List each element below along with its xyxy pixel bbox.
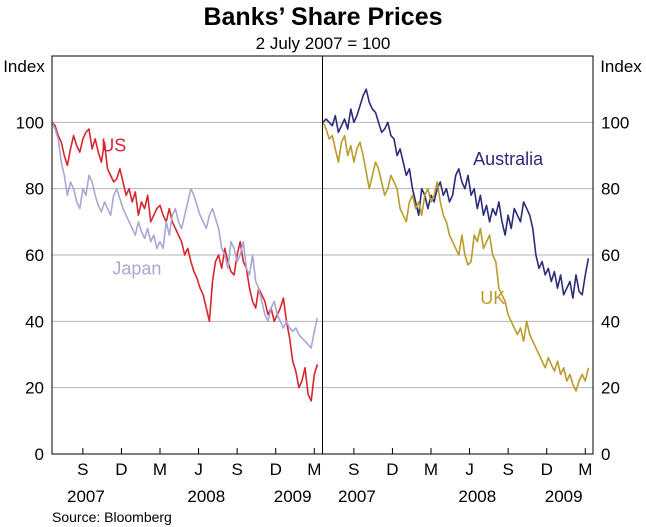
left-month-tick-label: S [77, 460, 88, 479]
right-month-tick-label: S [348, 460, 359, 479]
right-month-tick-label: D [541, 460, 553, 479]
right-month-tick-label: S [502, 460, 513, 479]
right-y-tick-label: 100 [601, 113, 629, 132]
series-label-uk: UK [480, 288, 505, 308]
right-y-tick-label: 0 [601, 445, 610, 464]
left-month-tick-label: M [307, 460, 321, 479]
left-month-tick-label: D [270, 460, 282, 479]
left-y-tick-label: 40 [25, 312, 44, 331]
right-year-label: 2008 [458, 487, 496, 506]
left-year-label: 2007 [67, 487, 105, 506]
left-year-label: 2008 [187, 487, 225, 506]
left-axis-unit-label: Index [3, 57, 45, 76]
right-month-tick-label: M [578, 460, 592, 479]
left-y-tick-label: 20 [25, 379, 44, 398]
left-y-tick-label: 100 [16, 113, 44, 132]
series-label-japan: Japan [112, 258, 161, 278]
right-series [322, 88, 590, 392]
left-month-tick-label: J [194, 460, 203, 479]
right-grid [323, 121, 593, 454]
right-y-tick-label: 20 [601, 379, 620, 398]
right-month-tick-label: J [465, 460, 474, 479]
right-axis-unit-label: Index [600, 57, 642, 76]
series-label-australia: Australia [473, 149, 544, 169]
left-grid [52, 121, 322, 454]
right-year-label: 2007 [338, 487, 376, 506]
left-y-tick-label: 60 [25, 246, 44, 265]
right-y-tick-label: 60 [601, 246, 620, 265]
right-month-tick-label: D [386, 460, 398, 479]
series-line-uk [322, 121, 590, 392]
left-y-tick-label: 0 [35, 445, 44, 464]
right-month-tick-label: M [424, 460, 438, 479]
y-tick-labels: 0 20 40 60 80 100 0 20 40 60 80 100 [16, 113, 630, 464]
left-series-labels: US Japan [101, 136, 161, 279]
left-y-tick-label: 80 [25, 180, 44, 199]
left-series [51, 121, 319, 402]
chart-subtitle: 2 July 2007 = 100 [256, 34, 391, 53]
chart-title: Banks’ Share Prices [203, 3, 442, 31]
right-year-label: 2009 [545, 487, 583, 506]
left-month-tick-label: D [115, 460, 127, 479]
series-label-us: US [101, 136, 126, 156]
right-series-labels: Australia UK [473, 149, 544, 308]
left-month-tick-label: S [231, 460, 242, 479]
right-y-tick-label: 80 [601, 180, 620, 199]
x-tick-labels: S D M J S D M 2007 2008 2009 S D M J S D M 2007 2008 2009 [67, 460, 592, 506]
left-year-label: 2009 [274, 487, 312, 506]
series-line-us [51, 121, 319, 402]
left-panel: US Japan [51, 121, 322, 454]
left-month-tick-label: M [153, 460, 167, 479]
right-y-tick-label: 40 [601, 312, 620, 331]
series-line-australia [322, 88, 590, 299]
right-panel: Australia UK [322, 88, 593, 454]
series-line-japan [51, 121, 319, 349]
source-note: Source: Bloomberg [52, 509, 172, 525]
